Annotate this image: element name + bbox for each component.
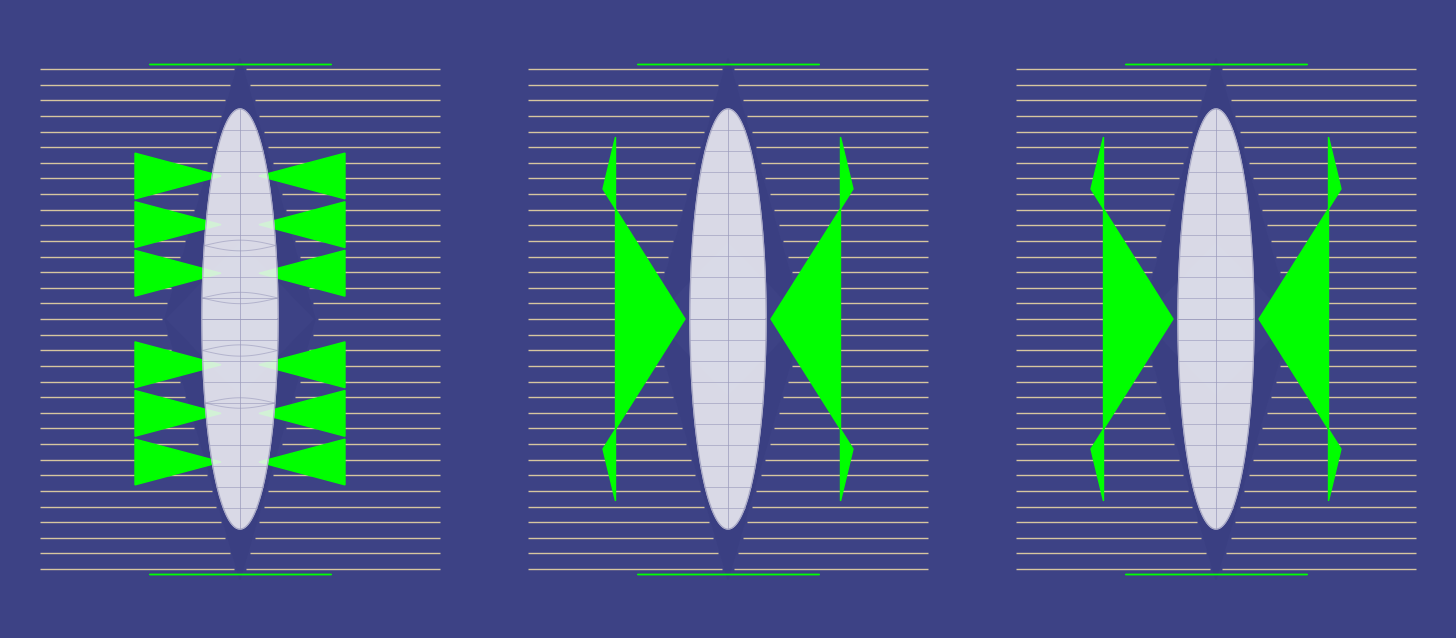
- Polygon shape: [240, 59, 314, 319]
- Polygon shape: [772, 137, 853, 501]
- Polygon shape: [1259, 137, 1341, 501]
- Polygon shape: [135, 439, 221, 485]
- Polygon shape: [1216, 319, 1291, 579]
- Polygon shape: [259, 250, 345, 296]
- Polygon shape: [652, 59, 728, 319]
- Polygon shape: [728, 59, 804, 319]
- Polygon shape: [603, 137, 684, 501]
- Polygon shape: [135, 342, 221, 388]
- Polygon shape: [1178, 109, 1254, 529]
- Polygon shape: [259, 153, 345, 199]
- Polygon shape: [240, 319, 314, 579]
- Polygon shape: [728, 319, 804, 579]
- Polygon shape: [690, 109, 766, 529]
- Polygon shape: [259, 390, 345, 436]
- Polygon shape: [259, 342, 345, 388]
- Polygon shape: [1142, 59, 1216, 319]
- Polygon shape: [165, 319, 240, 579]
- Polygon shape: [165, 59, 240, 319]
- Polygon shape: [135, 153, 221, 199]
- Polygon shape: [135, 390, 221, 436]
- Polygon shape: [1216, 59, 1291, 319]
- Polygon shape: [135, 250, 221, 296]
- Polygon shape: [1091, 137, 1174, 501]
- Polygon shape: [652, 319, 728, 579]
- Polygon shape: [259, 202, 345, 248]
- Polygon shape: [202, 109, 278, 529]
- Polygon shape: [259, 439, 345, 485]
- Polygon shape: [1142, 319, 1216, 579]
- Polygon shape: [135, 202, 221, 248]
